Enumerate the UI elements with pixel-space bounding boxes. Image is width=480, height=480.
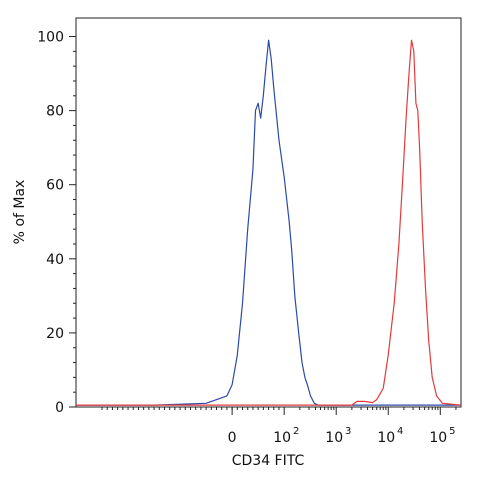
- y-tick-label: 0: [55, 400, 64, 416]
- x-tick-label: 10: [377, 430, 395, 446]
- y-tick-label: 80: [46, 104, 64, 120]
- y-axis: 0 20 40 60 80 100: [37, 30, 76, 416]
- x-tick-exponent: 3: [345, 426, 351, 437]
- series-line-2: [76, 39, 462, 406]
- y-axis-title: % of Max: [12, 180, 28, 245]
- y-tick-label: 40: [46, 252, 64, 268]
- x-axis: 0 10 2 10 3 10 4 10 5: [101, 407, 457, 446]
- x-tick-label: 10: [325, 430, 343, 446]
- x-tick-label: 10: [273, 430, 291, 446]
- x-tick-exponent: 5: [449, 426, 455, 437]
- x-tick-label: 10: [429, 430, 447, 446]
- y-tick-label: 20: [46, 326, 64, 342]
- series-layer: [76, 39, 462, 406]
- x-tick-label: 0: [228, 430, 237, 446]
- x-tick-exponent: 4: [397, 426, 403, 437]
- series-line-1: [76, 39, 461, 406]
- y-tick-label: 100: [37, 30, 64, 46]
- x-axis-title: CD34 FITC: [232, 453, 305, 469]
- x-tick-exponent: 2: [293, 426, 299, 437]
- y-tick-label: 60: [46, 178, 64, 194]
